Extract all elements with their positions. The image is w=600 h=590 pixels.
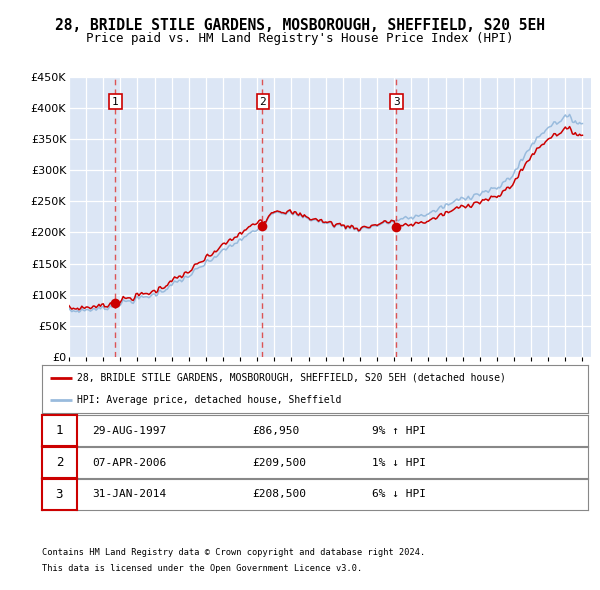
Text: £86,950: £86,950: [252, 426, 299, 435]
Text: 29-AUG-1997: 29-AUG-1997: [92, 426, 166, 435]
Text: 2: 2: [259, 97, 266, 107]
Text: 1% ↓ HPI: 1% ↓ HPI: [372, 458, 426, 467]
Text: £209,500: £209,500: [252, 458, 306, 467]
Text: 3: 3: [56, 488, 63, 501]
Text: HPI: Average price, detached house, Sheffield: HPI: Average price, detached house, Shef…: [77, 395, 342, 405]
Text: 31-JAN-2014: 31-JAN-2014: [92, 490, 166, 499]
Text: Contains HM Land Registry data © Crown copyright and database right 2024.: Contains HM Land Registry data © Crown c…: [42, 548, 425, 556]
Text: 3: 3: [393, 97, 400, 107]
Text: 1: 1: [112, 97, 119, 107]
Text: 9% ↑ HPI: 9% ↑ HPI: [372, 426, 426, 435]
Text: This data is licensed under the Open Government Licence v3.0.: This data is licensed under the Open Gov…: [42, 564, 362, 573]
Text: 28, BRIDLE STILE GARDENS, MOSBOROUGH, SHEFFIELD, S20 5EH (detached house): 28, BRIDLE STILE GARDENS, MOSBOROUGH, SH…: [77, 373, 506, 383]
Text: £208,500: £208,500: [252, 490, 306, 499]
Text: 1: 1: [56, 424, 63, 437]
Text: 2: 2: [56, 456, 63, 469]
Text: Price paid vs. HM Land Registry's House Price Index (HPI): Price paid vs. HM Land Registry's House …: [86, 32, 514, 45]
Text: 6% ↓ HPI: 6% ↓ HPI: [372, 490, 426, 499]
Text: 07-APR-2006: 07-APR-2006: [92, 458, 166, 467]
Text: 28, BRIDLE STILE GARDENS, MOSBOROUGH, SHEFFIELD, S20 5EH: 28, BRIDLE STILE GARDENS, MOSBOROUGH, SH…: [55, 18, 545, 32]
